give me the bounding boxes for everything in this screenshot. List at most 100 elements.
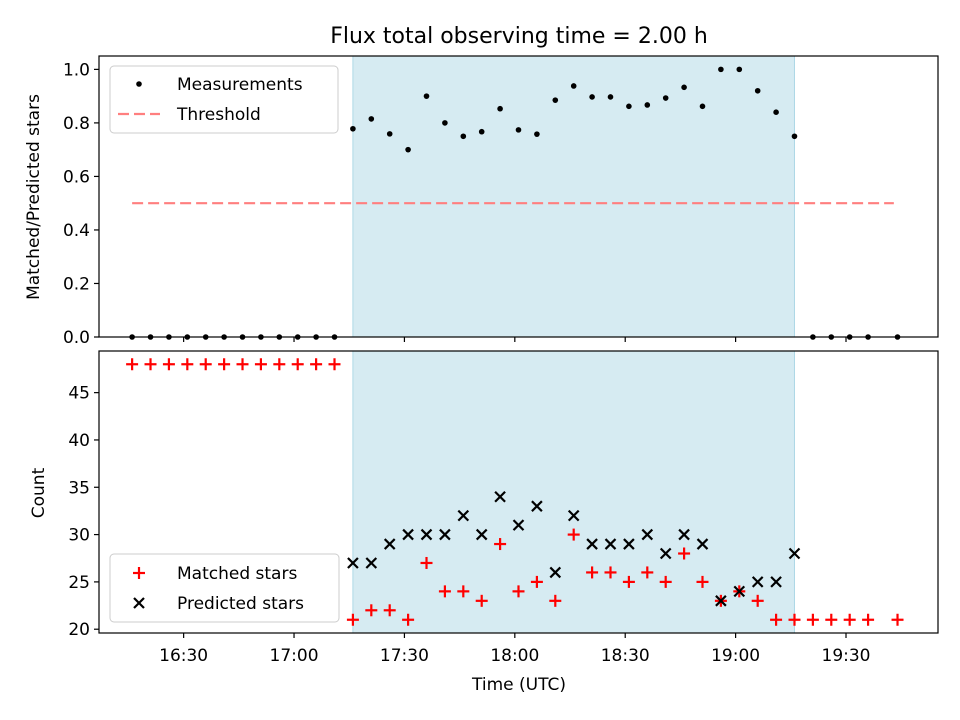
matched-star-point — [770, 613, 783, 626]
matched-star-point — [549, 594, 562, 607]
predicted-star-point — [494, 490, 506, 503]
matched-star-point — [843, 613, 856, 626]
top-y-axis-ticks: 0.0 0.2 0.4 0.6 0.8 1.0 — [63, 60, 99, 348]
matched-star-point — [751, 594, 764, 607]
legend-threshold-label: Threshold — [176, 105, 261, 125]
top-x-axis-ticks — [183, 337, 847, 342]
measurement-point — [644, 102, 651, 108]
measurement-point — [570, 83, 577, 89]
predicted-star-point — [733, 585, 746, 598]
legend-predicted-label: Predicted stars — [177, 594, 304, 614]
predicted-star-point — [641, 528, 654, 541]
matched-star-point — [310, 358, 323, 371]
bottom-shaded-interval — [352, 350, 795, 634]
predicted-star-point — [383, 538, 396, 550]
matched-star-point — [291, 358, 304, 371]
bottom-x-axis-ticks: 16:30 17:00 17:30 18:00 18:30 19:00 19:30 — [159, 633, 871, 666]
measurement-point — [736, 66, 743, 73]
measurement-point — [405, 146, 411, 153]
matched-star-point — [622, 575, 635, 588]
matched-star-point — [806, 613, 819, 626]
predicted-star-point — [623, 538, 635, 550]
matched-star-point — [457, 585, 470, 598]
matched-star-point — [696, 575, 709, 588]
measurement-point — [478, 128, 485, 135]
bottom-legend: Matched stars Predicted stars — [109, 553, 340, 623]
predicted-star-point — [549, 566, 562, 579]
matched-star-point — [273, 358, 286, 371]
measurement-point — [497, 105, 503, 112]
measurement-point — [662, 95, 669, 101]
measurement-point — [442, 120, 448, 126]
top-legend: Measurements Threshold — [109, 65, 339, 134]
matched-star-point — [891, 613, 904, 626]
matched-star-point — [512, 585, 525, 598]
predicted-star-point — [439, 528, 451, 541]
x-tick-label: 17:00 — [270, 646, 319, 666]
matched-star-point — [586, 566, 599, 579]
matched-star-point — [438, 585, 451, 598]
legend-measurements-marker — [136, 81, 142, 87]
matched-star-point — [475, 594, 488, 607]
predicted-star-point — [770, 576, 782, 588]
matched-star-point — [567, 528, 580, 541]
matched-star-point — [365, 604, 378, 617]
matched-star-point — [494, 538, 507, 551]
matched-star-point — [530, 575, 543, 588]
bottom-y-axis-label: Count — [29, 467, 49, 518]
matched-star-point — [218, 358, 231, 371]
predicted-star-point — [567, 509, 580, 522]
measurement-point — [386, 131, 393, 137]
x-axis-label: Time (UTC) — [471, 675, 566, 695]
matched-star-point — [420, 556, 433, 569]
bottom-y-tick-label: 40 — [68, 431, 90, 451]
matched-star-point — [383, 604, 396, 617]
predicted-star-point — [751, 576, 764, 588]
matched-star-point — [236, 358, 249, 371]
matched-star-point — [659, 575, 672, 588]
bottom-y-tick-label: 45 — [68, 384, 90, 404]
measurement-point — [681, 84, 687, 91]
measurement-point — [368, 116, 375, 122]
matched-star-point — [126, 358, 139, 371]
predicted-star-point — [347, 557, 359, 569]
bottom-y-tick-label: 35 — [68, 478, 90, 498]
top-panel: 0.0 0.2 0.4 0.6 0.8 1.0 Matched/Predicted sta… — [24, 55, 939, 348]
measurement-point — [589, 94, 595, 100]
top-y-tick-label: 0.8 — [63, 114, 90, 134]
predicted-star-point — [696, 538, 709, 550]
x-tick-label: 16:30 — [159, 646, 208, 666]
top-axes-frame — [98, 55, 939, 338]
top-y-tick-label: 0.2 — [63, 274, 90, 294]
legend-predicted-marker — [133, 597, 145, 609]
predicted-star-point — [788, 547, 801, 560]
x-tick-label: 18:30 — [601, 646, 650, 666]
legend-measurements-label: Measurements — [177, 75, 303, 95]
predicted-star-point — [420, 528, 433, 541]
predicted-star-point — [604, 538, 617, 550]
predicted-star-point — [715, 595, 727, 607]
legend-matched-marker — [133, 567, 145, 579]
measurement-point — [791, 133, 798, 140]
bottom-y-tick-label: 30 — [68, 526, 90, 546]
bottom-data-marks — [126, 358, 904, 626]
predicted-star-point — [457, 509, 470, 522]
matched-star-point — [199, 358, 212, 371]
measurement-point — [350, 125, 356, 132]
predicted-star-point — [475, 528, 488, 541]
matched-star-point — [144, 358, 157, 371]
measurement-point — [773, 109, 779, 115]
predicted-star-point — [586, 538, 598, 550]
measurement-point — [515, 127, 522, 133]
x-tick-label: 17:30 — [380, 646, 429, 666]
measurement-point — [460, 133, 467, 140]
predicted-star-point — [531, 500, 543, 512]
predicted-star-point — [365, 557, 378, 569]
predicted-star-point — [678, 528, 690, 541]
matched-star-point — [788, 613, 801, 626]
matched-star-point — [181, 358, 194, 371]
predicted-star-point — [659, 547, 672, 560]
chart-title: Flux total observing time = 2.00 h — [330, 24, 708, 49]
top-y-tick-label: 1.0 — [63, 60, 90, 80]
